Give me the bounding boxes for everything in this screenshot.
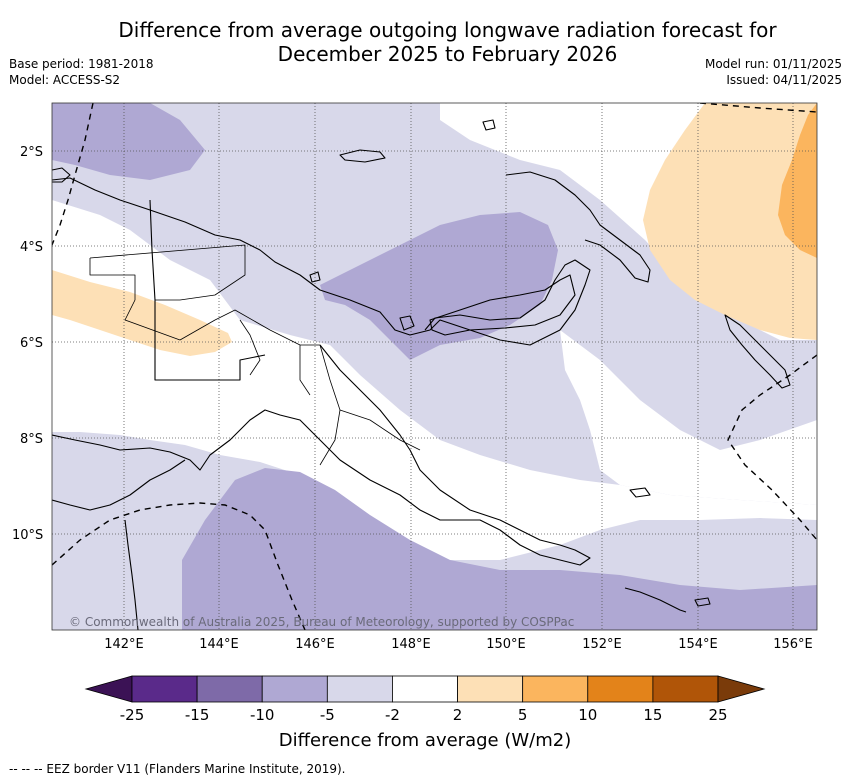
lat-label-6s: 6°S [20,336,43,351]
manus-island [339,149,386,163]
lon-label-144e: 144°E [199,637,239,652]
small-island-3 [309,271,321,283]
lon-label-142e: 142°E [104,637,144,652]
lon-label-146e: 146°E [295,637,335,652]
new-guinea-south-coast [52,344,591,566]
title-line-1: Difference from average outgoing longwav… [118,18,777,42]
eez-border-southeast [727,354,817,541]
new-britain-coast [429,274,576,336]
colorbar: -25 -15 -10 -5 -2 2 5 10 15 25 [84,675,766,724]
colorbar-segment [392,675,458,703]
torres-strait-coast [52,459,186,511]
lon-label-148e: 148°E [391,637,431,652]
graticule [52,103,817,630]
base-period: Base period: 1981-2018 [9,57,154,71]
colorbar-segment [131,675,198,703]
colorbar-tick-label: -15 [185,706,210,724]
title-line-2: December 2025 to February 2026 [277,42,618,66]
coastlines [52,119,791,630]
model-name: Model: ACCESS-S2 [9,73,121,87]
eez-legend-note: -- -- -- EEZ border V11 (Flanders Marine… [9,762,346,776]
anomaly-orange-east [778,103,817,258]
lon-label-156e: 156°E [773,637,813,652]
colorbar-segment [457,675,524,703]
meta-left: Base period: 1981-2018 Model: ACCESS-S2 [9,56,154,88]
lat-label-10s: 10°S [12,528,43,543]
anomaly-light-orange-west [52,270,232,356]
colorbar-extend-low [84,675,133,703]
eez-borders [52,103,817,630]
eez-border-southwest [52,502,306,630]
colorbar-tick-label: -10 [250,706,275,724]
map-frame [51,102,818,631]
anomaly-light-orange-east [643,103,817,340]
colorbar-tick-label: 25 [708,706,727,724]
colorbar-extend-high [717,675,766,703]
anomaly-medium-south [182,468,817,630]
colorbar-tick-label: 10 [578,706,597,724]
bougainville-coast [724,314,791,389]
lon-label-154e: 154°E [678,637,718,652]
issued-date: Issued: 04/11/2025 [726,73,842,87]
colorbar-tick-label: -25 [120,706,145,724]
copyright-credit: © Commonwealth of Australia 2025, Bureau… [69,615,574,629]
colorbar-tick-label: 2 [453,706,463,724]
colorbar-tick-label: -5 [320,706,335,724]
woodlark-island [629,487,651,498]
rossel-island [694,597,711,607]
colorbar-segment [652,675,719,703]
meta-right: Model run: 01/11/2025 Issued: 04/11/2025 [705,56,842,88]
colorbar-segment [261,675,328,703]
provincial-boundaries [89,244,421,466]
map-title: Difference from average outgoing longwav… [0,18,850,66]
small-island-2 [399,315,415,331]
colorbar-title: Difference from average (W/m2) [278,730,572,751]
anomaly-medium-northwest [52,103,205,180]
colorbar-segment [522,675,589,703]
colorbar-segment [196,675,263,703]
anomaly-field [52,103,817,630]
eez-border-northeast [699,103,817,113]
lat-label-8s: 8°S [20,432,43,447]
lon-label-150e: 150°E [486,637,526,652]
anomaly-medium-central [320,212,558,360]
new-ireland-coast [505,171,651,283]
lon-label-152e: 152°E [582,637,622,652]
new-guinea-north-coast [52,177,591,346]
border-png-indonesia [149,199,266,381]
colorbar-tick-label: 5 [518,706,528,724]
lat-label-4s: 4°S [20,240,43,255]
model-run: Model run: 01/11/2025 [704,57,842,71]
cape-york-coast [124,519,139,630]
colorbar-tick-label: 15 [643,706,662,724]
northwest-islands [52,167,71,183]
colorbar-segment [587,675,654,703]
neutral-region-southeast [560,330,817,505]
colorbar-segment [326,675,393,703]
colorbar-tick-label: -2 [385,706,400,724]
lat-label-2s: 2°S [20,145,43,160]
island-chain-southeast [624,587,687,613]
small-island-1 [482,119,496,131]
